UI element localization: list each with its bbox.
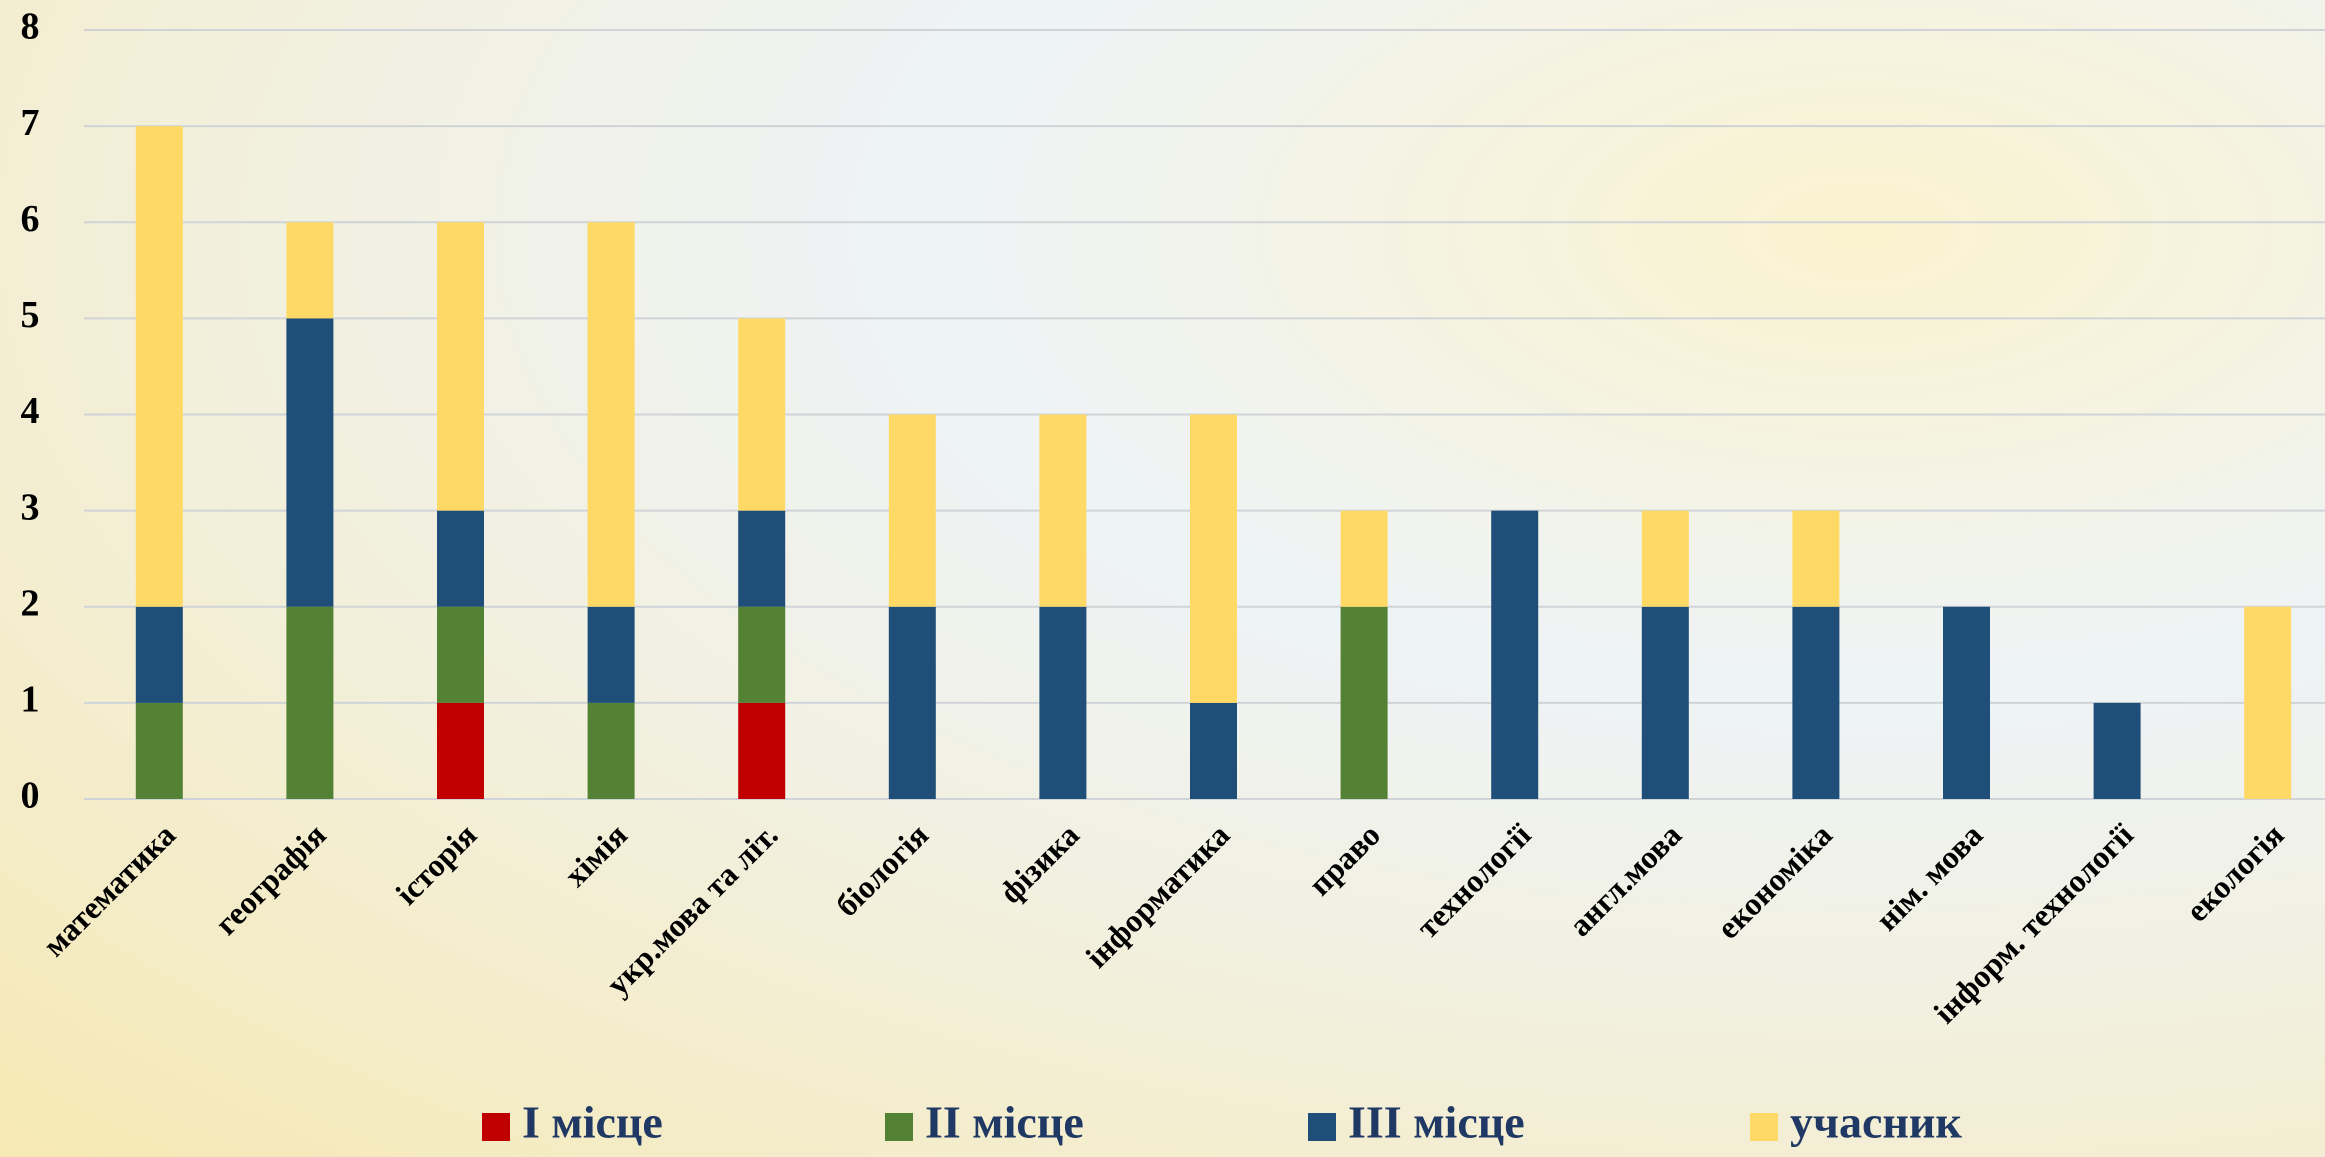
bar-segment (286, 606, 334, 799)
x-tick-label: математика (36, 816, 183, 963)
y-tick-label: 7 (21, 102, 40, 144)
x-tick-label: англ.мова (1562, 816, 1689, 943)
bar-segment (135, 702, 183, 799)
x-tick-label: інформатика (1078, 816, 1236, 974)
bar-segment (286, 318, 334, 607)
x-tick-label: право (1301, 816, 1387, 902)
bar-segment (738, 510, 786, 607)
y-tick-label: 3 (21, 486, 40, 528)
bar-segment (587, 606, 635, 703)
legend-swatch (482, 1113, 510, 1141)
bar-segment (135, 126, 183, 607)
bar-segment (2093, 702, 2141, 799)
x-tick-label: хімія (557, 816, 634, 893)
bar-segment (1792, 606, 1840, 799)
bar-segment (1641, 606, 1689, 799)
bar-segment (437, 510, 484, 607)
bar-segment (738, 606, 786, 703)
bar-segment (738, 318, 786, 511)
x-tick-label: нім. мова (1869, 816, 1990, 937)
bar-segment (1039, 606, 1087, 799)
y-tick-label: 8 (21, 6, 40, 48)
bar-segment (1190, 414, 1237, 703)
x-tick-label: географія (208, 816, 333, 941)
x-tick-label: екологія (2179, 816, 2291, 928)
legend-swatch (1308, 1113, 1336, 1141)
bar-segment (1190, 702, 1237, 799)
legend-label: І місце (522, 1097, 663, 1148)
bar-segment (587, 702, 635, 799)
bar-segment (1792, 510, 1840, 607)
y-tick-label: 6 (21, 198, 40, 240)
bar-segment (437, 702, 484, 799)
x-tick-label: технології (1409, 816, 1538, 945)
bar-segment (286, 222, 334, 319)
bar-segment (888, 414, 936, 607)
y-tick-label: 4 (21, 390, 40, 432)
y-tick-label: 2 (21, 582, 40, 624)
bar-segment (1943, 606, 1990, 799)
x-tick-label: економіка (1710, 816, 1839, 945)
legend-swatch (885, 1113, 913, 1141)
bar-segment (437, 222, 484, 511)
bar-segment (437, 606, 484, 703)
legend-label: ІІ місце (925, 1097, 1084, 1148)
bar-segment (1641, 510, 1689, 607)
bar-segment (1340, 606, 1388, 799)
legend-label: ІІІ місце (1348, 1097, 1525, 1148)
x-tick-label: історія (388, 816, 483, 911)
bar-segment (1340, 510, 1388, 607)
y-tick-label: 0 (21, 775, 40, 817)
bar-segment (2244, 606, 2292, 799)
legend-label: учасник (1790, 1097, 1962, 1148)
bar-segment (888, 606, 936, 799)
x-tick-label: біологія (828, 816, 935, 923)
bar-segment (1039, 414, 1087, 607)
bar-segment (587, 222, 635, 607)
x-tick-label: фізика (992, 816, 1086, 910)
y-tick-label: 5 (21, 294, 40, 336)
bar-segment (738, 702, 786, 799)
bar-segment (135, 606, 183, 703)
y-tick-label: 1 (21, 679, 40, 721)
bar-segment (1491, 510, 1539, 799)
legend-swatch (1750, 1113, 1778, 1141)
